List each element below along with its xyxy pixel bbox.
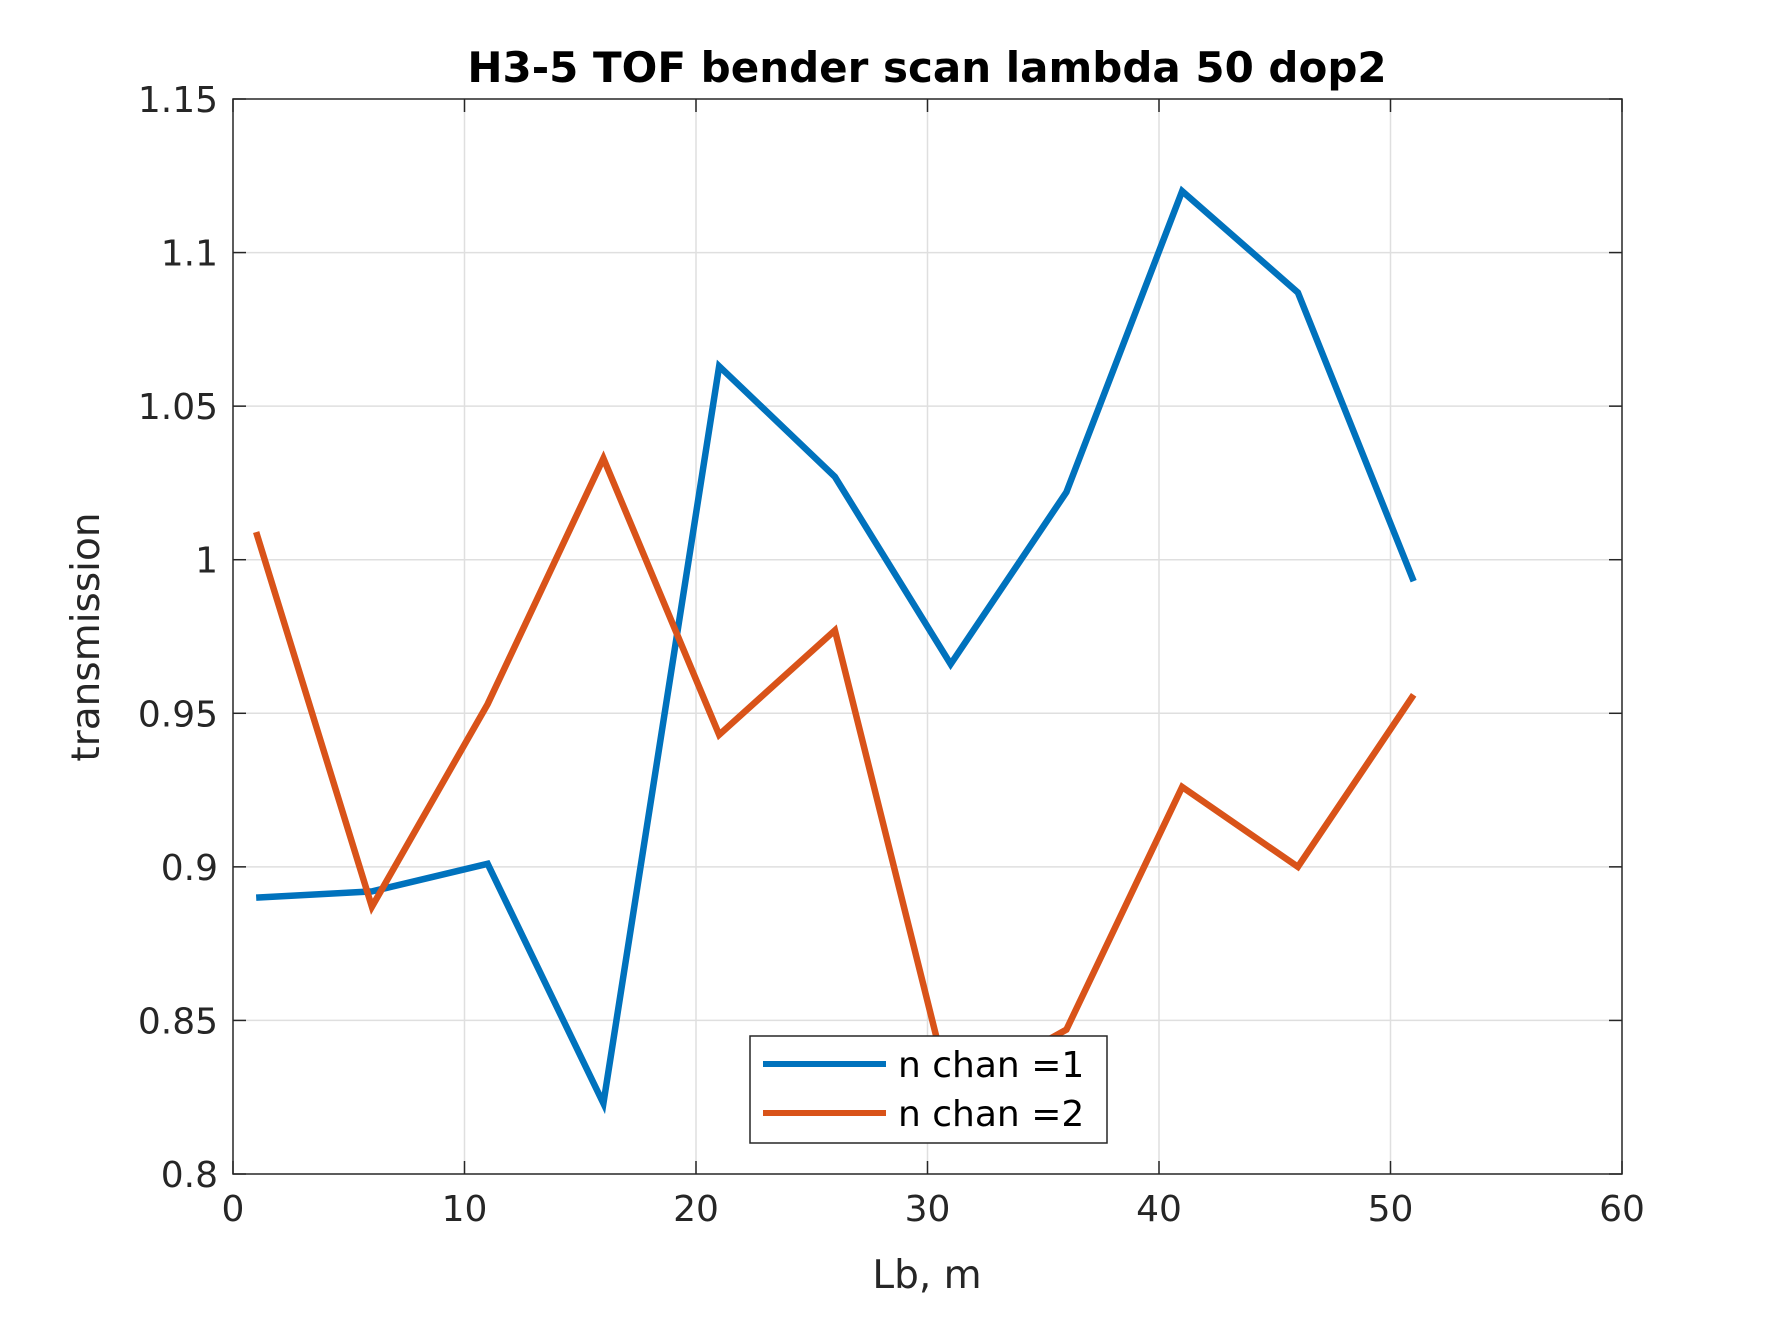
plot-area-border: [232, 98, 1623, 1175]
legend-label-series-1: n chan =1: [898, 1045, 1084, 1086]
y-axis-label: transmission: [64, 512, 109, 761]
y-tick-labels: 0.8 0.85 0.9 0.95 1 1.05 1.1 1.15: [138, 80, 218, 1196]
legend-label-series-2: n chan =2: [898, 1094, 1084, 1135]
y-tick-label: 1.1: [161, 234, 218, 275]
chart-title: H3-5 TOF bender scan lambda 50 dop2: [467, 43, 1386, 92]
y-tick-label: 1.15: [138, 80, 218, 121]
series-lines: [253, 185, 1417, 1115]
legend-box: [749, 1035, 1108, 1144]
y-tick-label: 1: [195, 541, 218, 582]
y-tick-label: 1.05: [138, 387, 218, 428]
y-tick-label: 0.9: [161, 848, 218, 889]
grid-lines: [233, 99, 1622, 1174]
x-tick-label: 60: [1599, 1189, 1645, 1230]
series-line-2: [253, 450, 1417, 1100]
y-tick-label: 0.85: [138, 1001, 218, 1042]
x-tick-label: 40: [1136, 1189, 1182, 1230]
y-tick-label: 0.95: [138, 694, 218, 735]
series-line-1: [255, 185, 1417, 1115]
x-tick-label: 10: [442, 1189, 488, 1230]
x-tick-label: 20: [673, 1189, 719, 1230]
x-tick-label: 30: [905, 1189, 951, 1230]
x-tick-labels: 0 10 20 30 40 50 60: [222, 1189, 1645, 1230]
legend: n chan =1 n chan =2: [749, 1035, 1108, 1144]
x-axis-label: Lb, m: [872, 1253, 981, 1298]
x-tick-label: 50: [1368, 1189, 1414, 1230]
y-tick-label: 0.8: [161, 1155, 218, 1196]
x-tick-label: 0: [222, 1189, 245, 1230]
